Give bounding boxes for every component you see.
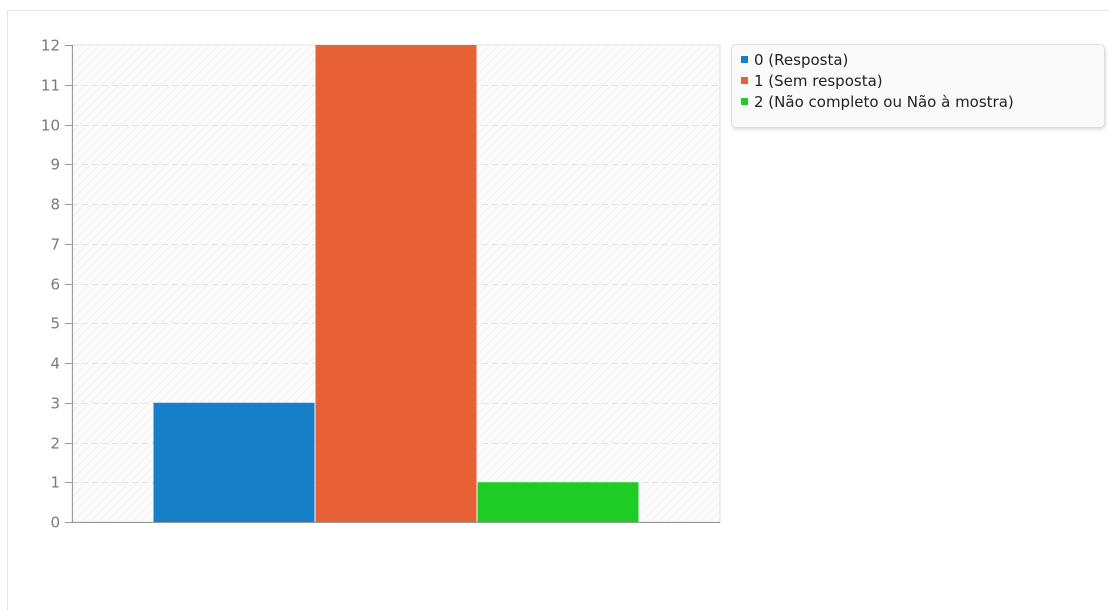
- bar-1[interactable]: [315, 45, 477, 522]
- y-tick-label: 5: [50, 315, 60, 333]
- y-tick-label: 12: [41, 37, 60, 55]
- legend-label-1: 1 (Sem resposta): [754, 71, 883, 90]
- y-tick-label: 8: [50, 196, 60, 214]
- legend-label-0: 0 (Resposta): [754, 50, 849, 69]
- legend-item-1[interactable]: 1 (Sem resposta): [740, 70, 1096, 91]
- legend-label-2: 2 (Não completo ou Não à mostra): [754, 92, 1014, 111]
- y-tick-label: 1: [50, 474, 60, 492]
- y-tick-label: 11: [41, 77, 60, 95]
- chart-frame: [7, 10, 1109, 610]
- y-tick-label: 4: [50, 355, 60, 373]
- bar-0[interactable]: [153, 402, 315, 522]
- y-tick-label: 9: [50, 156, 60, 174]
- y-tick-label: 6: [50, 276, 60, 294]
- legend-item-2[interactable]: 2 (Não completo ou Não à mostra): [740, 91, 1096, 112]
- legend-swatch-0: [741, 56, 748, 63]
- y-tick-label: 10: [41, 117, 60, 135]
- chart-legend: 0 (Resposta) 1 (Sem resposta) 2 (Não com…: [731, 44, 1105, 128]
- y-tick-label: 0: [50, 514, 60, 532]
- legend-item-0[interactable]: 0 (Resposta): [740, 49, 1096, 70]
- bars: [153, 45, 639, 522]
- y-tick-label: 7: [50, 236, 60, 254]
- legend-swatch-1: [741, 77, 748, 84]
- y-tick-label: 2: [50, 435, 60, 453]
- bar-2[interactable]: [477, 482, 639, 522]
- legend-swatch-2: [741, 98, 748, 105]
- y-tick-label: 3: [50, 395, 60, 413]
